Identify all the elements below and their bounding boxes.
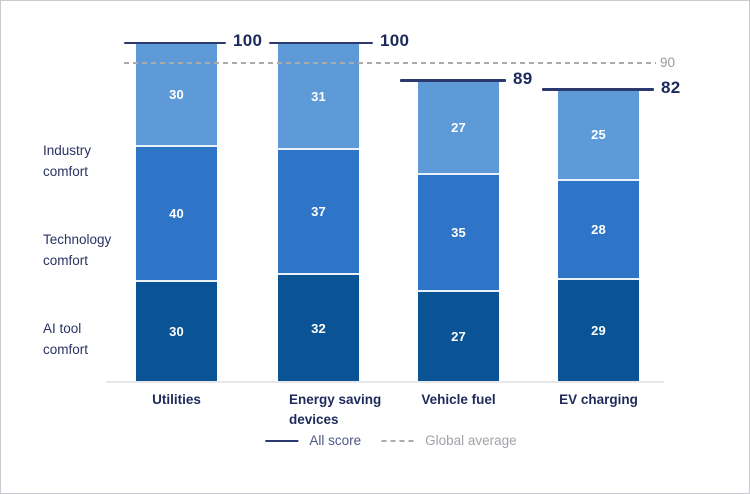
series-label-industry-comfort: Industry comfort	[43, 143, 92, 179]
segment-value-label: 37	[311, 204, 326, 220]
segment-value-label: 29	[591, 323, 606, 339]
bar-segment-energy-saving-devices-ai-tool-comfort: 32	[278, 273, 359, 381]
category-label-utilities: Utilities	[152, 392, 201, 407]
bar-segment-vehicle-fuel-technology-comfort: 35	[418, 172, 499, 291]
legend-label-global-average: Global average	[425, 433, 517, 448]
all-score-line-utilities	[124, 41, 226, 44]
segment-value-label: 40	[169, 205, 184, 221]
all-score-line-ev-charging	[542, 88, 654, 91]
all-score-line-energy-saving-devices	[269, 41, 373, 44]
legend: All score Global average	[265, 433, 517, 448]
bar-segment-vehicle-fuel-ai-tool-comfort: 27	[418, 290, 499, 381]
x-axis-line	[106, 381, 664, 383]
category-label-energy-saving-devices: Energy saving devices	[289, 392, 382, 427]
all-score-line-swatch	[265, 439, 299, 442]
series-label-technology-comfort: Technology comfort	[43, 232, 112, 268]
total-score-label-energy-saving-devices: 100	[380, 31, 410, 50]
segment-value-label: 32	[311, 320, 326, 336]
global-average-line-swatch	[381, 439, 415, 442]
global-average-line	[124, 62, 656, 64]
total-score-label-utilities: 100	[233, 31, 263, 50]
series-label-ai-tool-comfort: AI tool comfort	[43, 321, 89, 357]
bar-segment-utilities-ai-tool-comfort: 30	[136, 279, 217, 381]
bar-segment-ev-charging-industry-comfort: 25	[558, 90, 639, 180]
category-label-vehicle-fuel: Vehicle fuel	[421, 392, 496, 407]
bar-segment-ev-charging-technology-comfort: 28	[558, 179, 639, 279]
bar-segment-vehicle-fuel-industry-comfort: 27	[418, 81, 499, 173]
segment-value-label: 25	[591, 127, 606, 143]
segment-value-label: 31	[311, 88, 326, 104]
segment-value-label: 27	[451, 329, 466, 345]
category-label-ev-charging: EV charging	[559, 392, 638, 407]
bar-segment-energy-saving-devices-technology-comfort: 37	[278, 148, 359, 274]
segment-value-label: 35	[451, 224, 466, 240]
segment-value-label: 28	[591, 222, 606, 238]
legend-label-all-score: All score	[309, 433, 362, 448]
bar-segment-utilities-technology-comfort: 40	[136, 145, 217, 280]
segment-value-label: 30	[169, 87, 184, 103]
total-score-label-ev-charging: 82	[661, 77, 681, 97]
segment-value-label: 30	[169, 323, 184, 339]
bar-segment-ev-charging-ai-tool-comfort: 29	[558, 278, 639, 381]
global-average-value-label: 90	[660, 55, 676, 70]
total-score-label-vehicle-fuel: 89	[513, 68, 533, 88]
bar-segment-energy-saving-devices-industry-comfort: 31	[278, 44, 359, 149]
all-score-line-vehicle-fuel	[400, 79, 506, 82]
segment-value-label: 27	[451, 119, 466, 135]
bar-segment-utilities-industry-comfort: 30	[136, 44, 217, 146]
